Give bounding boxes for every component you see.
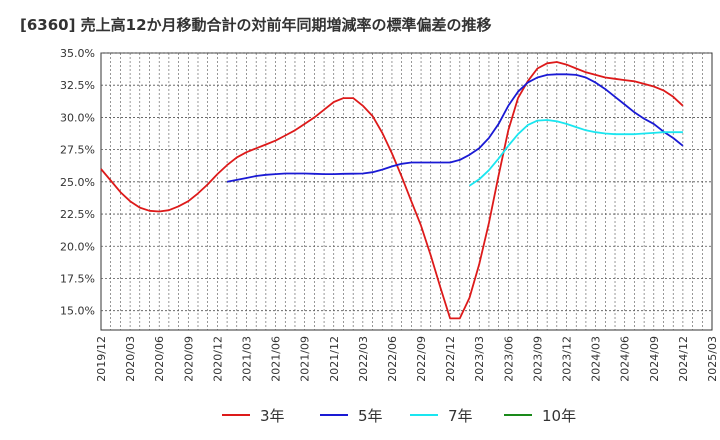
x-tick-label: 2020/06 [153, 336, 166, 382]
legend-swatch-3y [222, 414, 250, 416]
plot-frame [100, 52, 713, 331]
x-tick-label: 2023/06 [502, 336, 515, 382]
legend-swatch-5y [320, 414, 348, 416]
legend-label-3y: 3年 [260, 406, 285, 425]
legend-item-3y: 3年 [222, 404, 285, 426]
legend-item-7y: 7年 [410, 404, 473, 426]
x-tick-label: 2024/12 [677, 336, 690, 382]
legend-item-5y: 5年 [320, 404, 383, 426]
x-tick-label: 2021/03 [240, 336, 253, 382]
x-tick-label: 2023/03 [473, 336, 486, 382]
x-tick-label: 2022/09 [415, 336, 428, 382]
series-line-3 [469, 119, 683, 187]
y-tick-label: 22.5% [60, 208, 95, 221]
y-tick-label: 30.0% [60, 111, 95, 124]
series-line-1 [100, 61, 684, 320]
x-tick-label: 2021/12 [328, 336, 341, 382]
x-tick-label: 2020/09 [182, 336, 195, 382]
x-tick-label: 2024/03 [590, 336, 603, 382]
y-tick-label: 17.5% [60, 272, 95, 285]
legend-swatch-10y [504, 414, 532, 416]
x-tick-label: 2024/09 [648, 336, 661, 382]
series-line-2 [226, 73, 684, 183]
x-tick-label: 2020/03 [124, 336, 137, 382]
x-tick-label: 2023/09 [531, 336, 544, 382]
legend-label-10y: 10年 [542, 406, 577, 425]
legend-label-5y: 5年 [358, 406, 383, 425]
x-tick-label: 2025/03 [706, 336, 719, 382]
x-tick-label: 2021/09 [299, 336, 312, 382]
y-tick-label: 27.5% [60, 144, 95, 157]
y-tick-label: 25.0% [60, 176, 95, 189]
legend-label-7y: 7年 [448, 406, 473, 425]
y-tick-label: 32.5% [60, 79, 95, 92]
legend-item-10y: 10年 [504, 404, 576, 426]
legend-swatch-7y [410, 414, 438, 416]
x-tick-label: 2021/06 [270, 336, 283, 382]
x-tick-label: 2020/12 [211, 336, 224, 382]
x-tick-label: 2022/06 [386, 336, 399, 382]
x-tick-label: 2024/06 [619, 336, 632, 382]
x-tick-label: 2019/12 [95, 336, 108, 382]
legend: 3年 5年 7年 10年 [0, 404, 720, 428]
y-tick-label: 20.0% [60, 240, 95, 253]
x-tick-label: 2023/12 [561, 336, 574, 382]
chart-title: [6360] 売上高12か月移動合計の対前年同期増減率の標準偏差の推移 [20, 16, 492, 34]
y-tick-label: 35.0% [60, 47, 95, 60]
y-tick-label: 15.0% [60, 305, 95, 318]
x-tick-label: 2022/12 [444, 336, 457, 382]
x-tick-label: 2022/03 [357, 336, 370, 382]
